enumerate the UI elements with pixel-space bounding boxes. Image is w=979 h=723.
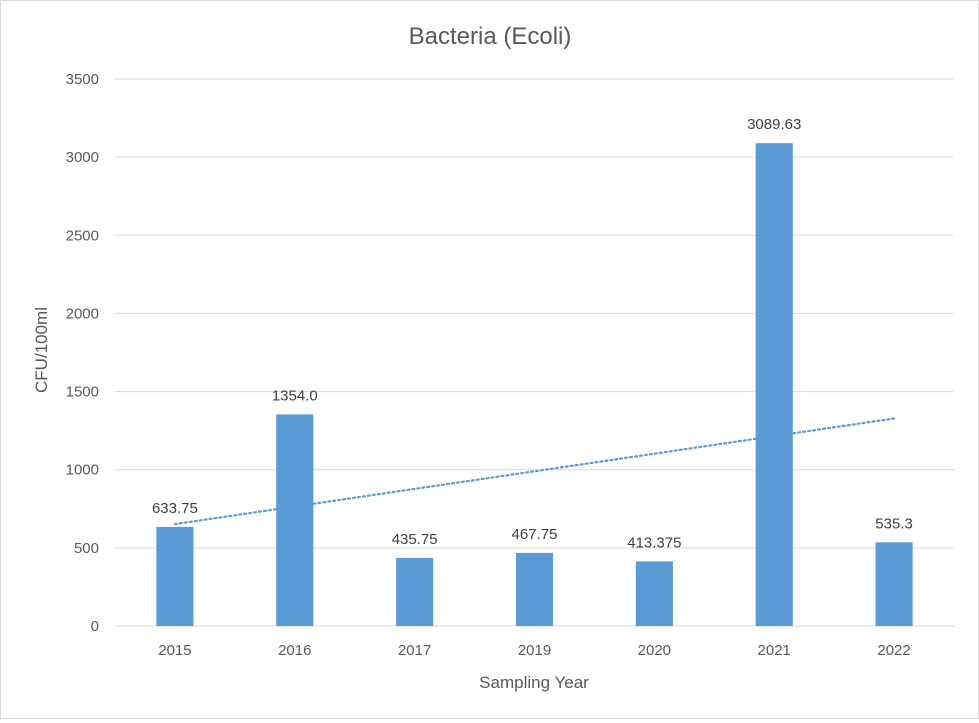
x-tick-label: 2022: [877, 642, 910, 659]
y-tick-label: 2500: [66, 227, 99, 244]
y-tick-label: 1500: [66, 384, 99, 401]
x-tick-label: 2015: [158, 642, 191, 659]
y-tick-label: 0: [91, 618, 99, 635]
data-label: 413.375: [627, 534, 681, 551]
chart-title: Bacteria (Ecoli): [409, 23, 572, 50]
x-axis-title: Sampling Year: [479, 673, 589, 692]
y-tick-label: 2000: [66, 305, 99, 322]
y-tick-label: 3000: [66, 149, 99, 166]
y-tick-label: 1000: [66, 462, 99, 479]
data-label: 435.75: [392, 531, 438, 548]
bars: [156, 143, 913, 627]
x-axis-ticks: 2015 2016 2017 2019 2020 2021 2022: [158, 642, 911, 659]
bar-2016: [276, 414, 314, 626]
data-label: 1354.0: [272, 387, 318, 404]
data-labels: 633.75 1354.0 435.75 467.75 413.375 3089.63 53…: [152, 116, 913, 551]
x-tick-label: 2016: [278, 642, 311, 659]
y-axis-title: CFU/100ml: [32, 307, 51, 393]
y-tick-label: 3500: [66, 71, 99, 88]
data-label: 467.75: [512, 526, 558, 543]
x-tick-label: 2021: [758, 642, 791, 659]
y-axis-ticks: 0 500 1000 1500 2000 2500 3000 3500: [66, 71, 99, 635]
bar-2021: [755, 143, 793, 627]
x-tick-label: 2019: [518, 642, 551, 659]
gridlines: [115, 78, 954, 627]
bar-2017: [396, 557, 434, 626]
x-tick-label: 2017: [398, 642, 431, 659]
data-label: 535.3: [875, 515, 913, 532]
bar-2022: [875, 542, 913, 626]
trendline-group: [173, 417, 896, 526]
bar-2019: [515, 552, 554, 626]
data-label: 633.75: [152, 500, 198, 517]
trendline: [173, 417, 896, 526]
x-tick-label: 2020: [638, 642, 671, 659]
y-tick-label: 500: [74, 540, 99, 557]
bar-2020: [635, 561, 673, 626]
bar-2015: [156, 526, 194, 626]
data-label: 3089.63: [747, 116, 801, 133]
